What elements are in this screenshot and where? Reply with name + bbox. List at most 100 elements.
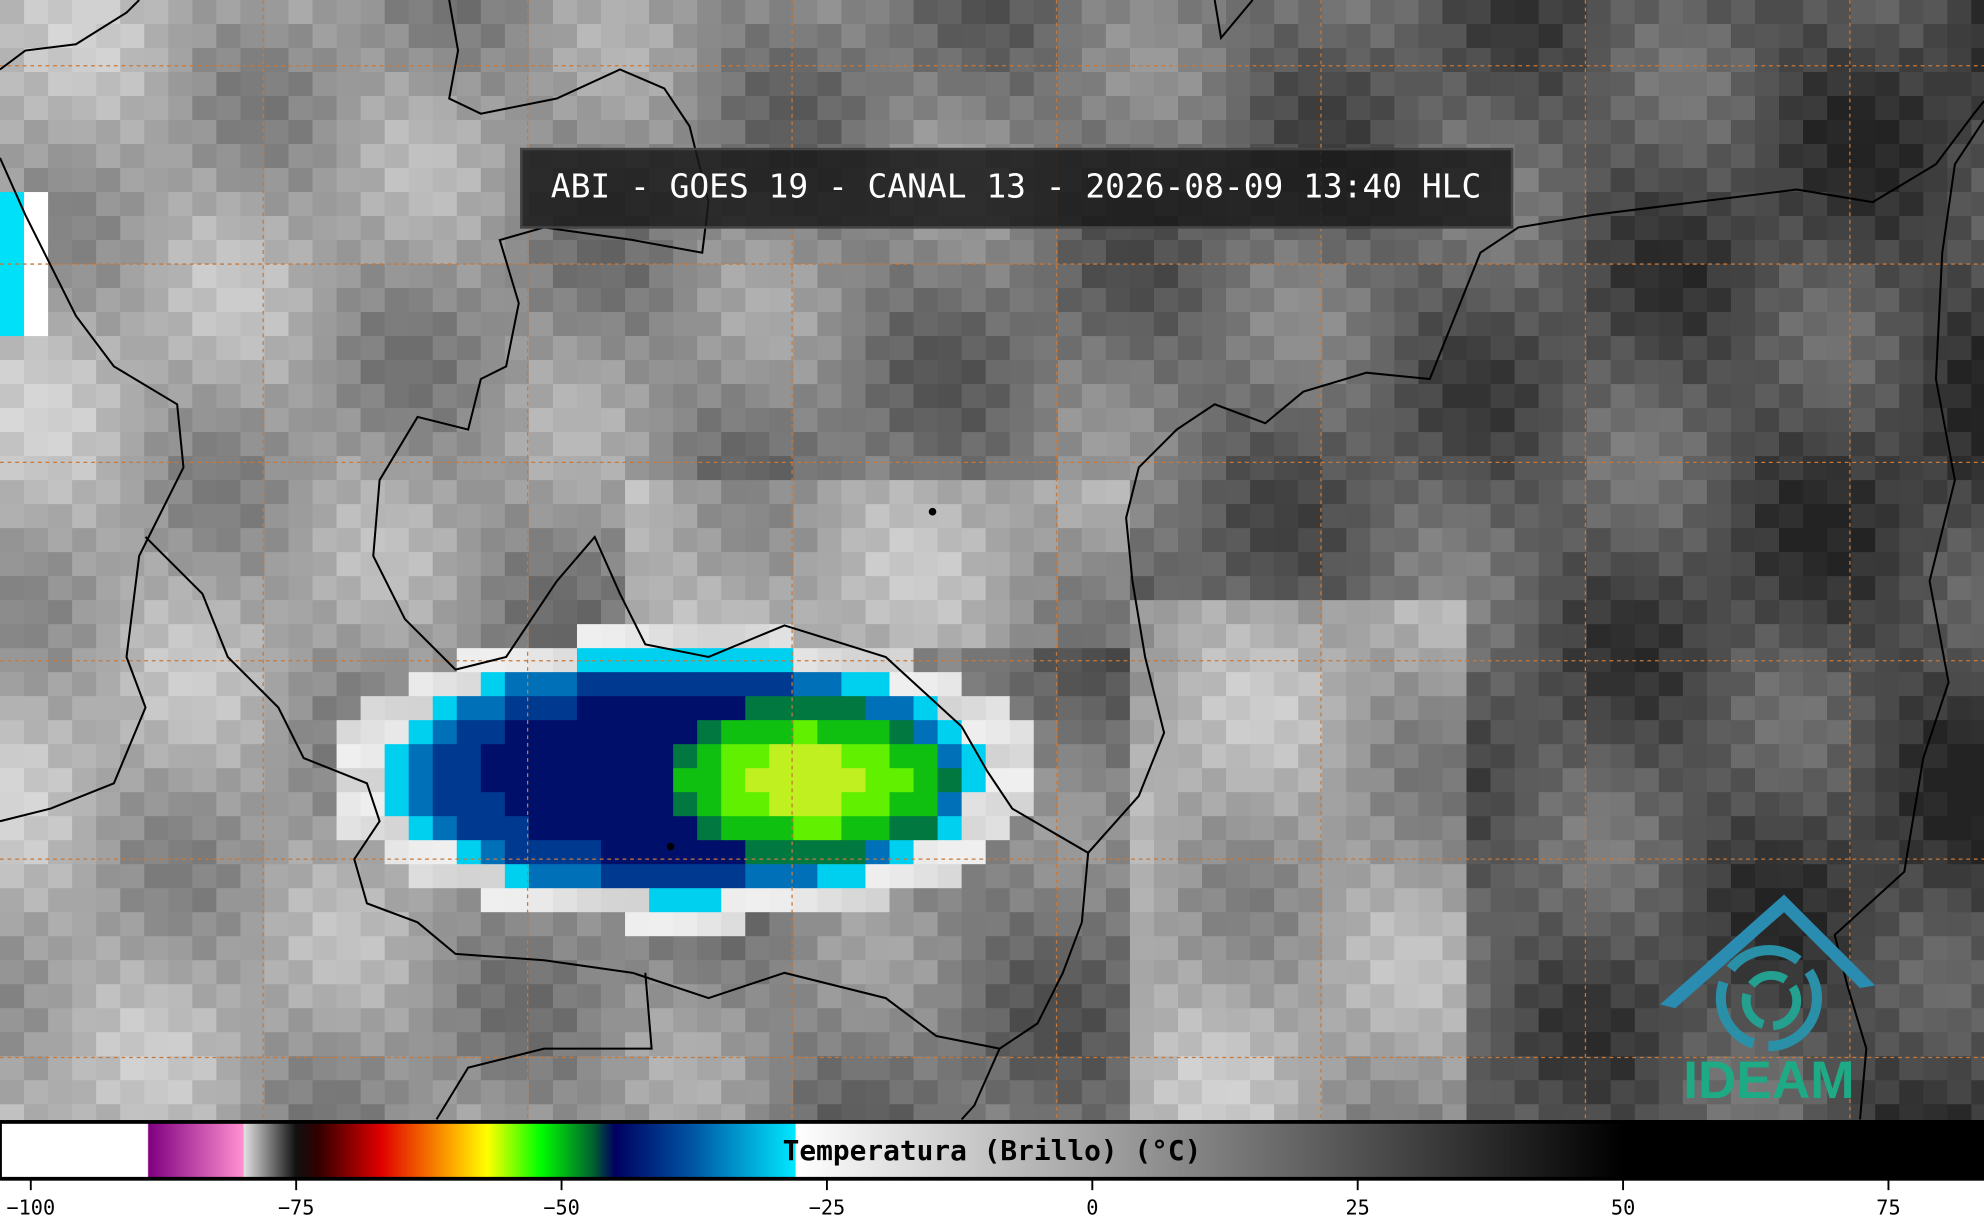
pixel <box>649 888 674 913</box>
pixel <box>0 1080 25 1105</box>
pixel <box>721 600 746 625</box>
pixel <box>985 336 1011 361</box>
pixel <box>1586 336 1612 361</box>
pixel <box>913 816 939 841</box>
pixel <box>1682 1008 1708 1033</box>
pixel <box>1875 240 1900 265</box>
pixel <box>1754 480 1780 505</box>
pixel <box>1442 720 1468 745</box>
pixel <box>1875 624 1900 649</box>
pixel <box>456 288 482 313</box>
pixel <box>1057 600 1083 625</box>
pixel <box>432 624 458 649</box>
pixel <box>144 432 169 457</box>
pixel <box>240 120 266 145</box>
pixel <box>1442 504 1468 529</box>
pixel <box>144 1032 169 1057</box>
pixel <box>1442 840 1468 865</box>
pixel <box>1033 888 1059 913</box>
pixel <box>96 384 121 409</box>
pixel <box>793 696 819 721</box>
pixel <box>889 552 915 577</box>
pixel <box>1779 72 1804 97</box>
pixel <box>865 864 891 889</box>
pixel <box>1298 240 1323 265</box>
pixel <box>1899 672 1924 697</box>
pixel <box>1634 1056 1660 1081</box>
pixel <box>1514 336 1540 361</box>
pixel <box>1394 240 1420 265</box>
pixel <box>937 312 963 337</box>
pixel <box>1827 528 1852 553</box>
pixel <box>1827 24 1852 49</box>
pixel <box>1634 384 1660 409</box>
pixel <box>0 936 25 961</box>
pixel <box>504 72 530 97</box>
pixel <box>1562 1080 1588 1105</box>
pixel <box>1610 480 1636 505</box>
pixel <box>1274 936 1299 961</box>
pixel <box>985 360 1011 385</box>
pixel <box>673 384 698 409</box>
pixel <box>192 120 217 145</box>
pixel <box>1779 24 1804 49</box>
pixel <box>192 504 217 529</box>
pixel <box>1514 1080 1540 1105</box>
pixel <box>1298 384 1323 409</box>
pixel <box>1899 1056 1924 1081</box>
pixel <box>1827 600 1852 625</box>
pixel <box>1610 72 1636 97</box>
pixel <box>1394 960 1420 985</box>
pixel <box>721 720 746 745</box>
pixel <box>1057 768 1083 793</box>
pixel <box>889 888 915 913</box>
pixel <box>817 24 843 49</box>
pixel <box>1658 576 1684 601</box>
pixel <box>1298 960 1323 985</box>
pixel <box>120 24 145 49</box>
pixel <box>192 816 217 841</box>
pixel <box>72 504 97 529</box>
pixel <box>1658 288 1684 313</box>
pixel <box>192 864 217 889</box>
pixel <box>1274 744 1299 769</box>
pixel <box>601 888 626 913</box>
pixel <box>1586 0 1612 25</box>
pixel <box>649 600 674 625</box>
pixel <box>1706 0 1732 25</box>
pixel <box>1610 1008 1636 1033</box>
pixel <box>1538 720 1564 745</box>
pixel <box>552 1080 578 1105</box>
pixel <box>1274 912 1299 937</box>
pixel <box>96 528 121 553</box>
pixel <box>1250 1008 1275 1033</box>
pixel <box>408 504 434 529</box>
pixel <box>1466 912 1492 937</box>
pixel <box>0 456 25 481</box>
pixel <box>1779 48 1804 73</box>
pixel <box>1081 528 1107 553</box>
pixel <box>1105 336 1131 361</box>
pixel <box>1129 912 1155 937</box>
pixel <box>913 120 939 145</box>
pixel <box>625 504 650 529</box>
pixel <box>1586 1056 1612 1081</box>
pixel <box>360 480 386 505</box>
pixel <box>1394 720 1420 745</box>
pixel <box>0 144 25 169</box>
pixel <box>649 264 674 289</box>
pixel <box>721 48 746 73</box>
pixel <box>721 264 746 289</box>
pixel <box>288 192 314 217</box>
pixel <box>889 792 915 817</box>
pixel <box>480 744 506 769</box>
pixel <box>1634 120 1660 145</box>
pixel <box>1202 696 1227 721</box>
pixel <box>1442 528 1468 553</box>
pixel <box>72 576 97 601</box>
pixel <box>432 408 458 433</box>
pixel <box>1947 0 1972 25</box>
pixel <box>841 504 867 529</box>
pixel <box>601 336 626 361</box>
